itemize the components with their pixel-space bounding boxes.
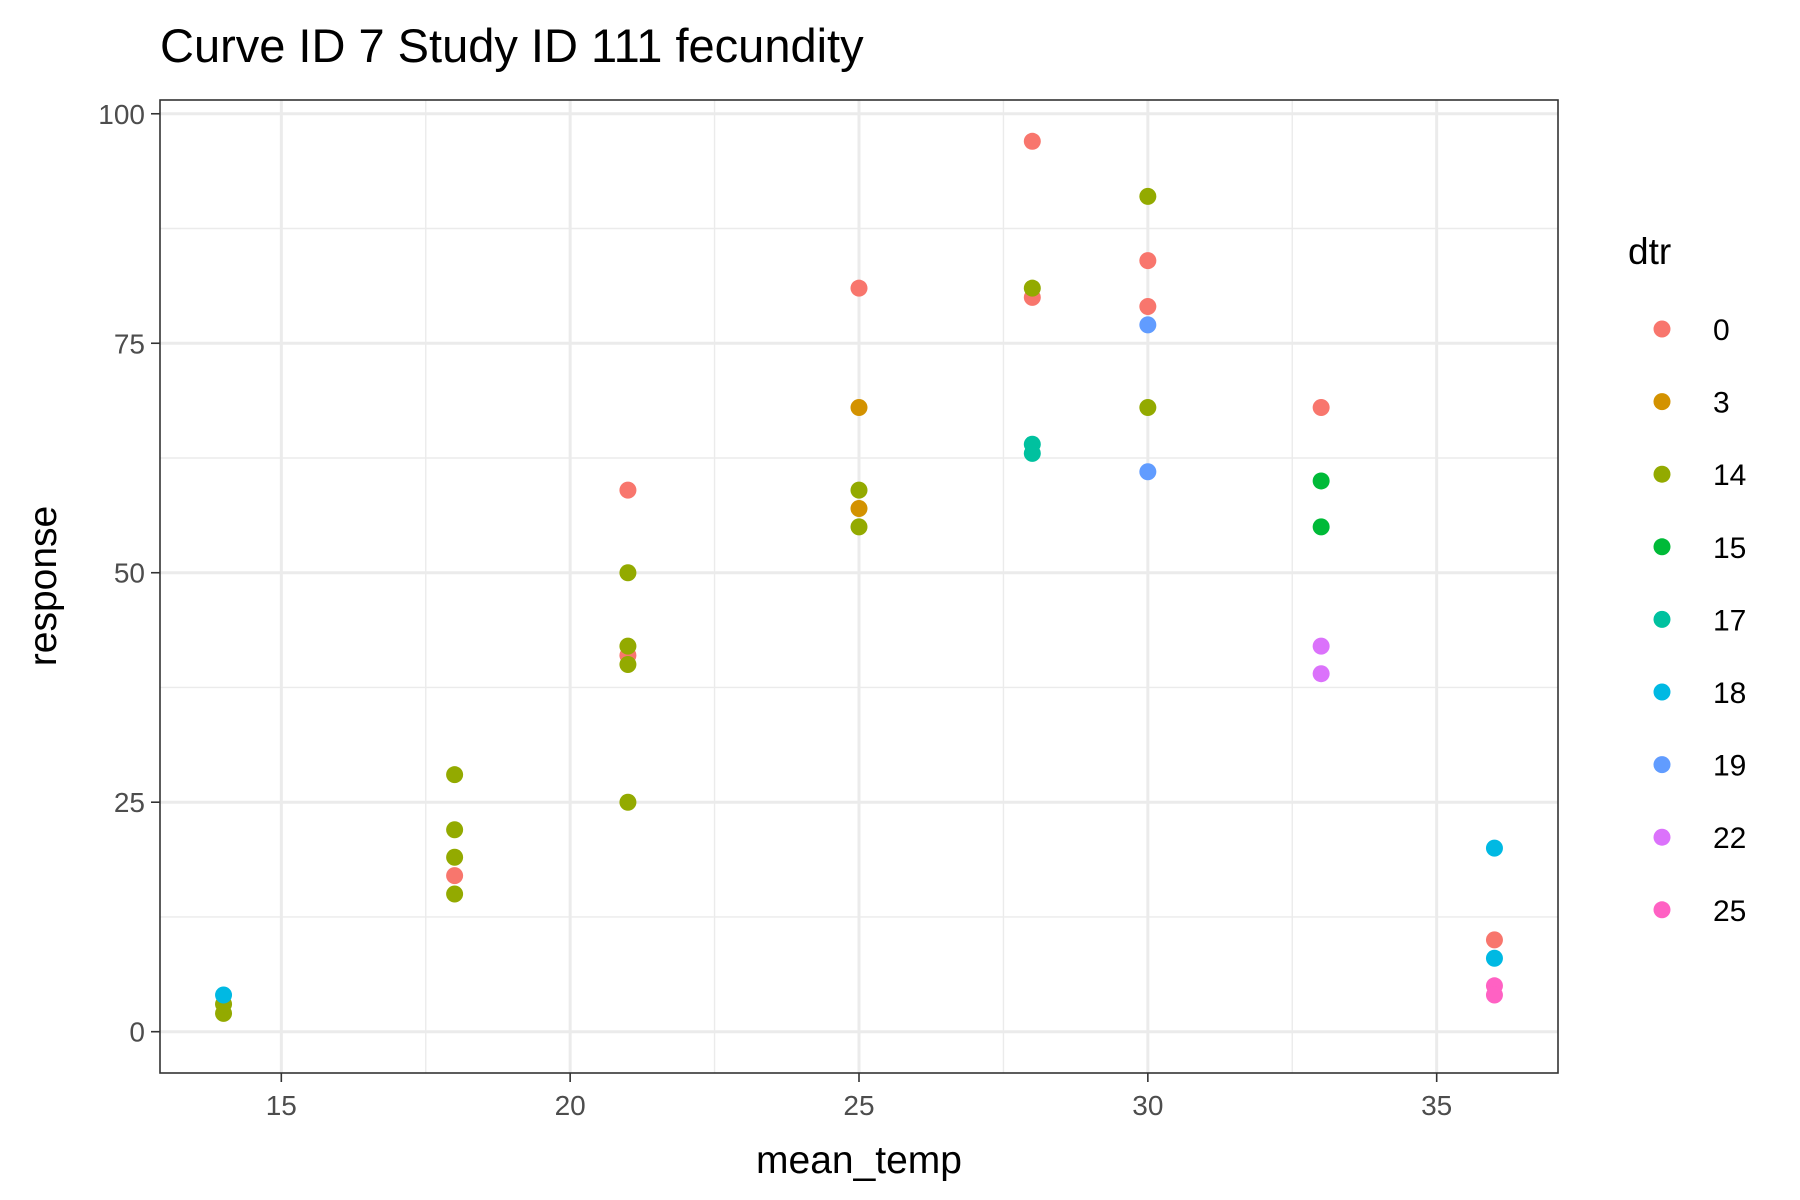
data-point: [1485, 949, 1503, 967]
data-point: [850, 399, 868, 417]
data-point: [1312, 518, 1330, 536]
y-tick-label: 50: [114, 558, 145, 589]
data-point: [850, 499, 868, 517]
data-point: [619, 637, 637, 655]
data-point: [1485, 839, 1503, 857]
y-tick-label: 25: [114, 787, 145, 818]
legend-key: [1653, 683, 1671, 701]
y-axis: 0 25 50 75 100: [98, 99, 160, 1048]
legend-title: dtr: [1628, 231, 1671, 272]
y-axis-title: response: [22, 506, 65, 666]
data-point: [446, 821, 464, 839]
data-point: [1023, 279, 1041, 297]
data-point: [1139, 187, 1157, 205]
x-tick-label: 15: [266, 1090, 297, 1121]
data-point: [1312, 665, 1330, 683]
legend-label: 18: [1713, 677, 1746, 710]
data-point: [619, 481, 637, 499]
data-point: [1312, 472, 1330, 490]
data-point: [1485, 931, 1503, 949]
legend-label: 15: [1713, 532, 1746, 565]
data-point: [215, 986, 233, 1004]
major-gridlines: [160, 100, 1558, 1073]
data-points: [215, 132, 1503, 1022]
x-axis: 15 20 25 30 35: [266, 1073, 1452, 1121]
legend-key: [1653, 756, 1671, 774]
x-axis-title: mean_temp: [756, 1139, 962, 1182]
chart-title: Curve ID 7 Study ID 111 fecundity: [160, 19, 864, 72]
data-point: [850, 279, 868, 297]
legend-key: [1653, 901, 1671, 919]
legend-key: [1653, 393, 1671, 411]
data-point: [1139, 252, 1157, 270]
data-point: [446, 885, 464, 903]
data-point: [1023, 132, 1041, 150]
legend-label: 25: [1713, 895, 1746, 928]
y-tick-label: 100: [98, 99, 145, 130]
data-point: [446, 766, 464, 784]
data-point: [1312, 637, 1330, 655]
data-point: [619, 793, 637, 811]
data-point: [446, 848, 464, 866]
data-point: [1023, 444, 1041, 462]
data-point: [619, 656, 637, 674]
legend-key: [1653, 465, 1671, 483]
y-tick-label: 75: [114, 328, 145, 359]
legend-label: 14: [1713, 459, 1746, 492]
data-point: [1312, 399, 1330, 417]
x-tick-label: 20: [555, 1090, 586, 1121]
x-tick-label: 30: [1132, 1090, 1163, 1121]
data-point: [1485, 986, 1503, 1004]
legend: dtr 0 3 14 15 17 18 19 22 25: [1628, 231, 1746, 928]
legend-label: 22: [1713, 822, 1746, 855]
x-tick-label: 25: [843, 1090, 874, 1121]
legend-label: 17: [1713, 604, 1746, 637]
data-point: [446, 867, 464, 885]
data-point: [619, 564, 637, 582]
legend-key: [1653, 538, 1671, 556]
data-point: [1139, 298, 1157, 316]
y-tick-label: 0: [129, 1017, 145, 1048]
legend-key: [1653, 828, 1671, 846]
data-point: [1139, 463, 1157, 481]
data-point: [850, 481, 868, 499]
data-point: [1139, 399, 1157, 417]
legend-label: 3: [1713, 387, 1730, 420]
data-point: [850, 518, 868, 536]
legend-key: [1653, 610, 1671, 628]
legend-key: [1653, 320, 1671, 338]
legend-label: 19: [1713, 750, 1746, 783]
x-tick-label: 35: [1421, 1090, 1452, 1121]
data-point: [1139, 316, 1157, 334]
legend-label: 0: [1713, 314, 1730, 347]
